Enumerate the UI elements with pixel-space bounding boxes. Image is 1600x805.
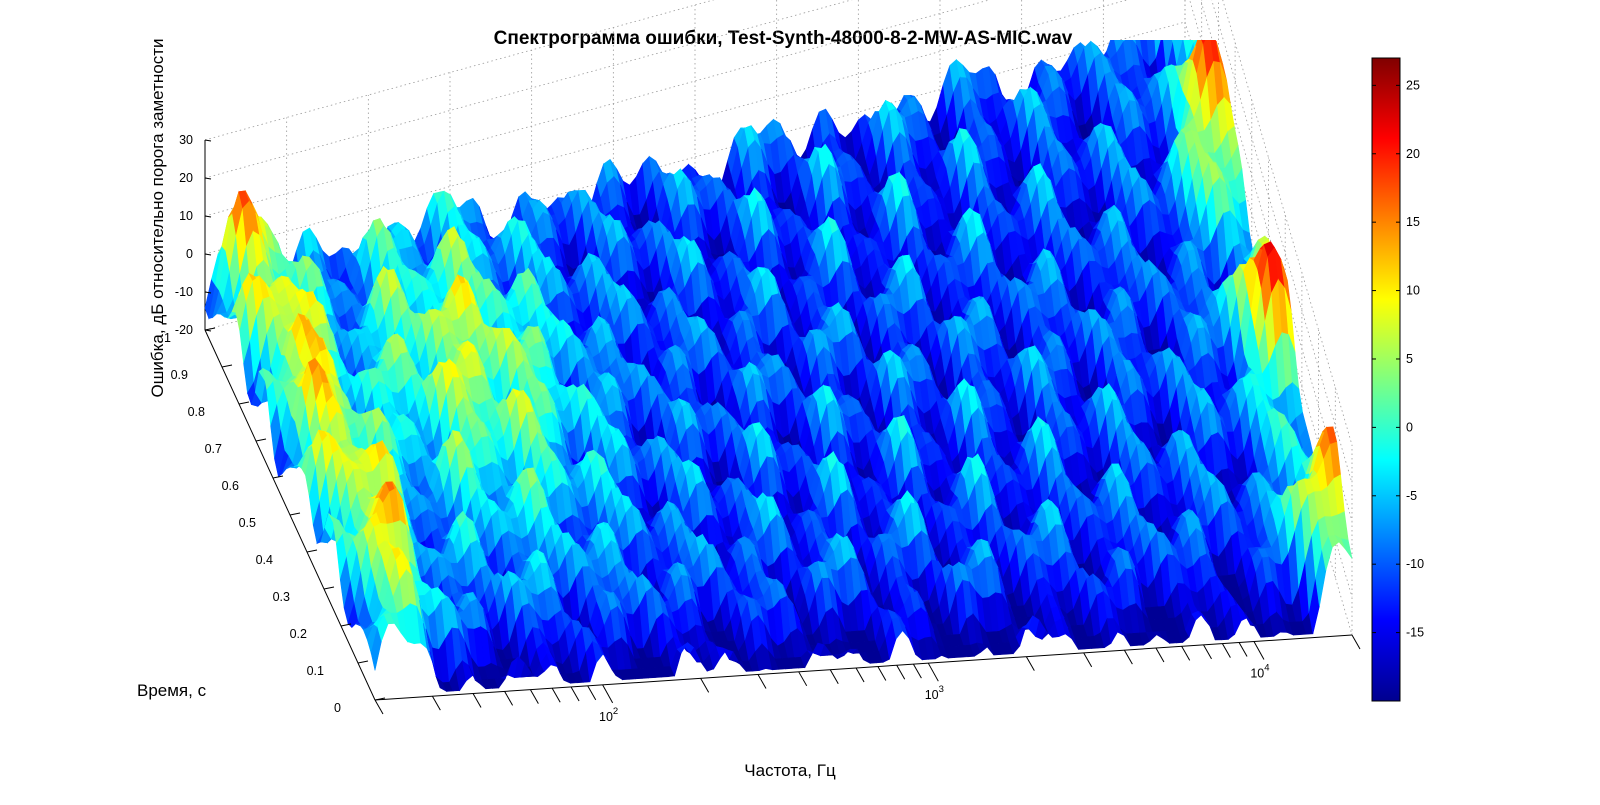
surface-patch	[1165, 0, 1175, 4]
surface-patch	[1172, 40, 1174, 43]
grid-line	[204, 0, 1129, 255]
surface-plot	[204, 0, 1353, 693]
surface-patch	[1159, 0, 1169, 33]
grid-line	[204, 21, 1186, 293]
x-axis-line	[374, 634, 1353, 701]
chart-title: Спектрограмма ошибки, Test-Synth-48000-8…	[494, 28, 1073, 49]
surface-patch	[1122, 40, 1127, 43]
surface-patch	[1182, 0, 1192, 2]
surface-patch	[1186, 0, 1196, 18]
surface-patch	[1176, 0, 1186, 14]
grid-line	[1211, 0, 1353, 484]
